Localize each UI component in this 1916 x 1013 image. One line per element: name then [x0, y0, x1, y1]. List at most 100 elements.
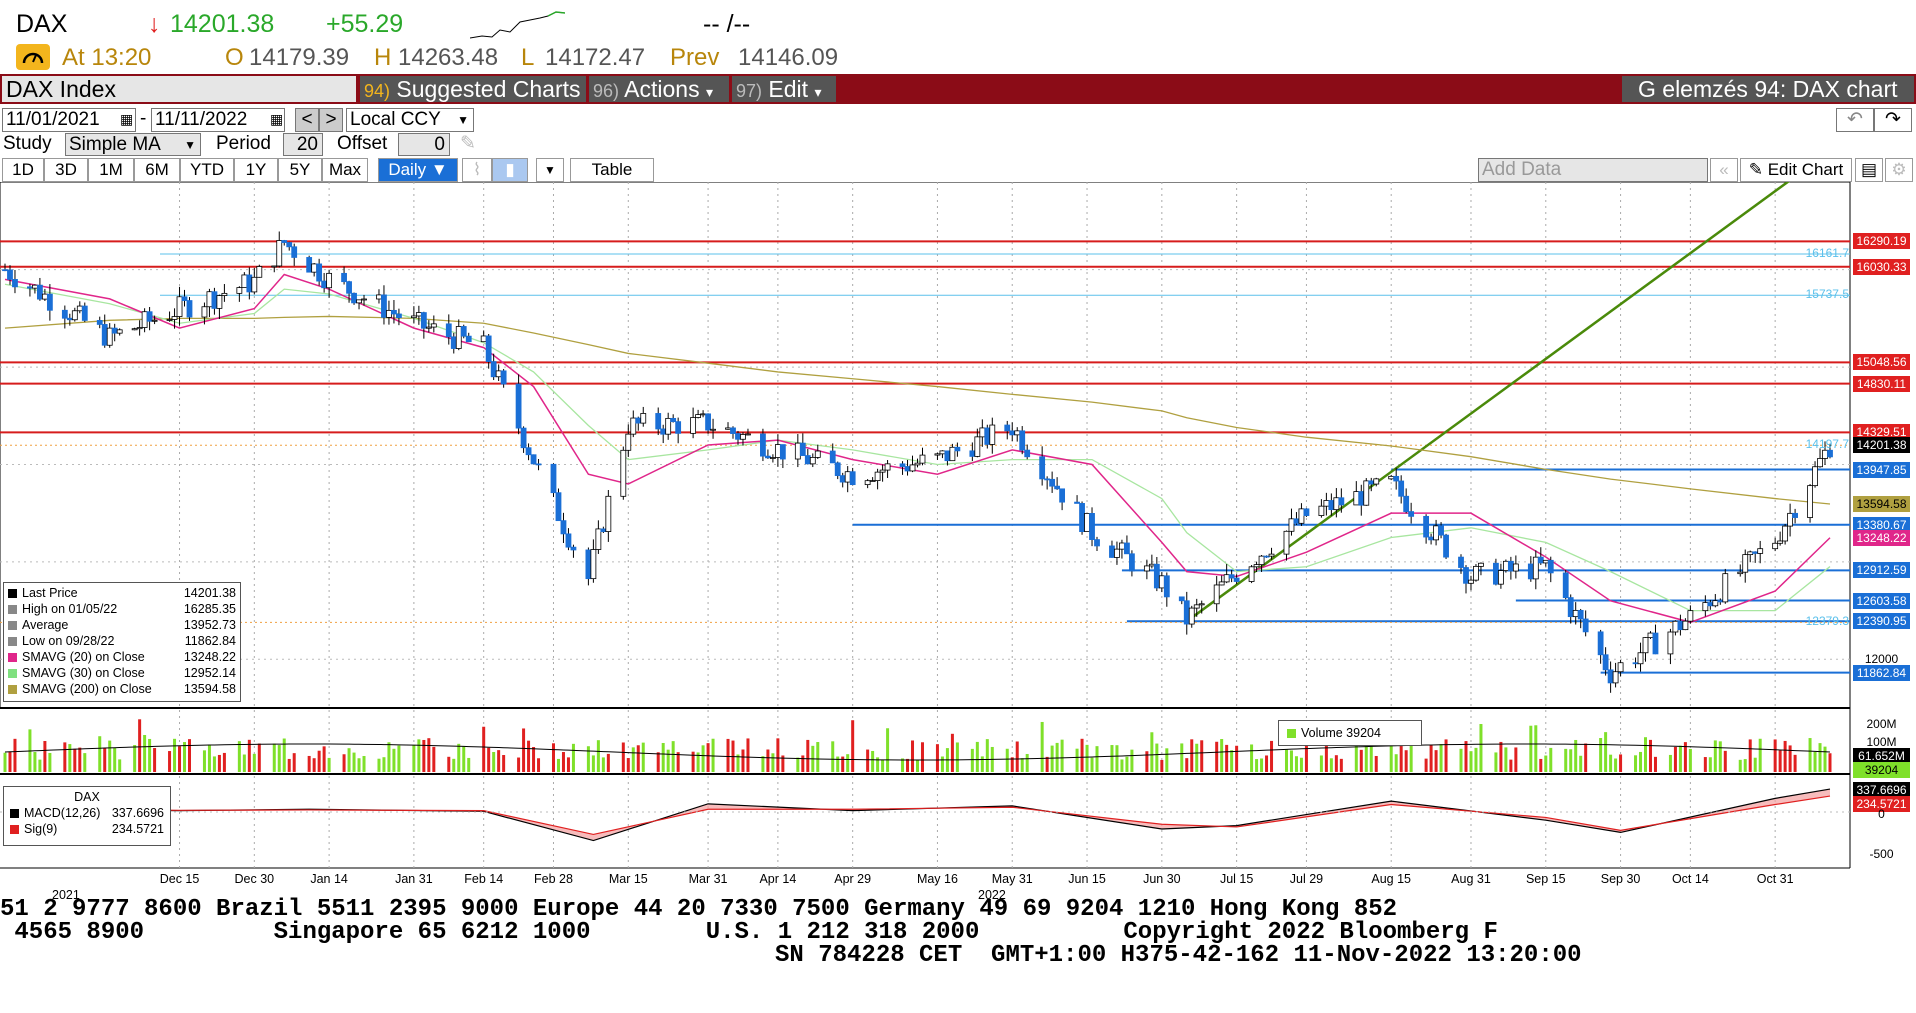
candle: [1009, 430, 1016, 436]
candle: [1158, 575, 1165, 589]
price-chart[interactable]: [0, 182, 1916, 872]
candle: [585, 549, 592, 580]
range-button-1m[interactable]: 1M: [88, 158, 134, 182]
volume-tick-label: 100M: [1866, 735, 1897, 749]
candle: [839, 475, 846, 483]
prev-period-button[interactable]: <: [295, 108, 319, 132]
range-button-3d[interactable]: 3D: [44, 158, 88, 182]
line-chart-icon[interactable]: ⌇: [462, 158, 492, 182]
candle: [201, 306, 208, 318]
candle: [1318, 505, 1325, 516]
x-tick-label: Feb 28: [534, 872, 573, 886]
volume-bar: [1808, 738, 1812, 772]
candle: [321, 280, 328, 289]
volume-bar: [212, 756, 216, 772]
speedometer-icon[interactable]: [16, 44, 50, 70]
candle: [874, 471, 881, 481]
dropdown-arrow-icon: ▾: [814, 84, 822, 100]
candle: [485, 335, 492, 363]
frequency-select[interactable]: Daily ▼: [378, 158, 458, 182]
candle: [984, 427, 991, 445]
candle: [700, 413, 706, 416]
volume-bar: [1364, 740, 1368, 772]
add-data-input[interactable]: Add Data: [1478, 158, 1708, 182]
x-tick-label: Sep 15: [1525, 872, 1566, 886]
next-period-button[interactable]: >: [319, 108, 343, 132]
edit-button[interactable]: 97) Edit ▾: [732, 76, 836, 102]
volume-bar: [1369, 745, 1373, 772]
calendar-icon[interactable]: ▦: [120, 111, 134, 127]
volume-bar: [68, 744, 72, 772]
calendar-icon[interactable]: ▦: [270, 111, 284, 127]
volume-bar: [327, 757, 331, 772]
volume-bar: [916, 759, 919, 772]
down-arrow-icon: ↓: [148, 10, 161, 38]
security-field[interactable]: DAX Index: [2, 76, 356, 102]
candle: [1298, 508, 1305, 524]
suggested-charts-button[interactable]: 94) Suggested Charts: [360, 76, 586, 102]
volume-bar: [1673, 746, 1677, 772]
candle: [565, 533, 572, 548]
candle: [12, 278, 18, 288]
range-button-max[interactable]: Max: [322, 158, 368, 182]
volume-bar: [911, 740, 915, 772]
range-button-1y[interactable]: 1Y: [234, 158, 278, 182]
pencil-icon[interactable]: ✎: [460, 133, 476, 154]
x-tick-label: Jan 31: [395, 872, 433, 886]
candle: [71, 310, 78, 321]
volume-bar: [452, 758, 456, 772]
offset-input[interactable]: 0: [398, 133, 450, 156]
candle: [1328, 500, 1335, 511]
candle: [396, 313, 402, 319]
currency-select[interactable]: Local CCY ▼: [346, 108, 474, 132]
volume-bar: [178, 746, 182, 772]
candle: [46, 293, 53, 311]
volume-bar: [502, 755, 506, 772]
volume-bar: [1409, 737, 1413, 772]
redo-button[interactable]: ↷: [1874, 108, 1912, 132]
volume-bar: [1230, 750, 1234, 772]
volume-bar: [1130, 749, 1134, 772]
volume-bar: [626, 758, 630, 772]
range-button-1d[interactable]: 1D: [2, 158, 44, 182]
volume-bar: [1160, 759, 1164, 772]
range-button-ytd[interactable]: YTD: [180, 158, 234, 182]
volume-bar: [746, 738, 750, 772]
volume-bar: [955, 742, 959, 772]
candle: [1388, 475, 1395, 480]
volume-bar: [1504, 747, 1508, 772]
actions-button[interactable]: 96) Actions ▾: [589, 76, 729, 102]
edit-chart-button[interactable]: ✎ Edit Chart: [1740, 158, 1852, 182]
x-tick-label: May 31: [991, 872, 1033, 886]
range-button-6m[interactable]: 6M: [134, 158, 180, 182]
candle: [560, 520, 567, 535]
gear-icon[interactable]: ⚙: [1885, 158, 1913, 182]
chevron-down-icon[interactable]: ▼: [536, 158, 564, 182]
candle: [500, 370, 507, 385]
price-tag: 12390.95: [1853, 613, 1910, 630]
volume-bar: [1185, 758, 1189, 772]
candle: [535, 463, 542, 466]
volume-bar: [63, 742, 67, 772]
study-select[interactable]: Simple MA ▼: [65, 133, 201, 156]
volume-bar: [940, 756, 944, 772]
end-date-input[interactable]: 11/11/2022: [151, 108, 285, 132]
chart-settings-icon[interactable]: ▤: [1855, 158, 1883, 182]
volume-bar: [1265, 755, 1269, 772]
legend-item: SMAVG (200) on Close 13594.58: [8, 681, 236, 697]
volume-bar: [73, 748, 77, 772]
bar-chart-icon[interactable]: ▮: [492, 158, 528, 182]
period-input[interactable]: 20: [283, 133, 323, 156]
x-tick-label: Aug 31: [1451, 872, 1491, 886]
collapse-icon[interactable]: «: [1710, 158, 1738, 182]
candle: [27, 286, 33, 289]
volume-bar: [1334, 755, 1338, 772]
volume-bar: [1823, 746, 1827, 772]
volume-bar: [183, 742, 187, 772]
range-button-5y[interactable]: 5Y: [278, 158, 322, 182]
start-date-input[interactable]: 11/01/2021: [2, 108, 136, 132]
candle: [809, 457, 816, 465]
table-button[interactable]: Table: [570, 158, 654, 182]
undo-button[interactable]: ↶: [1836, 108, 1874, 132]
candle: [1542, 559, 1549, 564]
